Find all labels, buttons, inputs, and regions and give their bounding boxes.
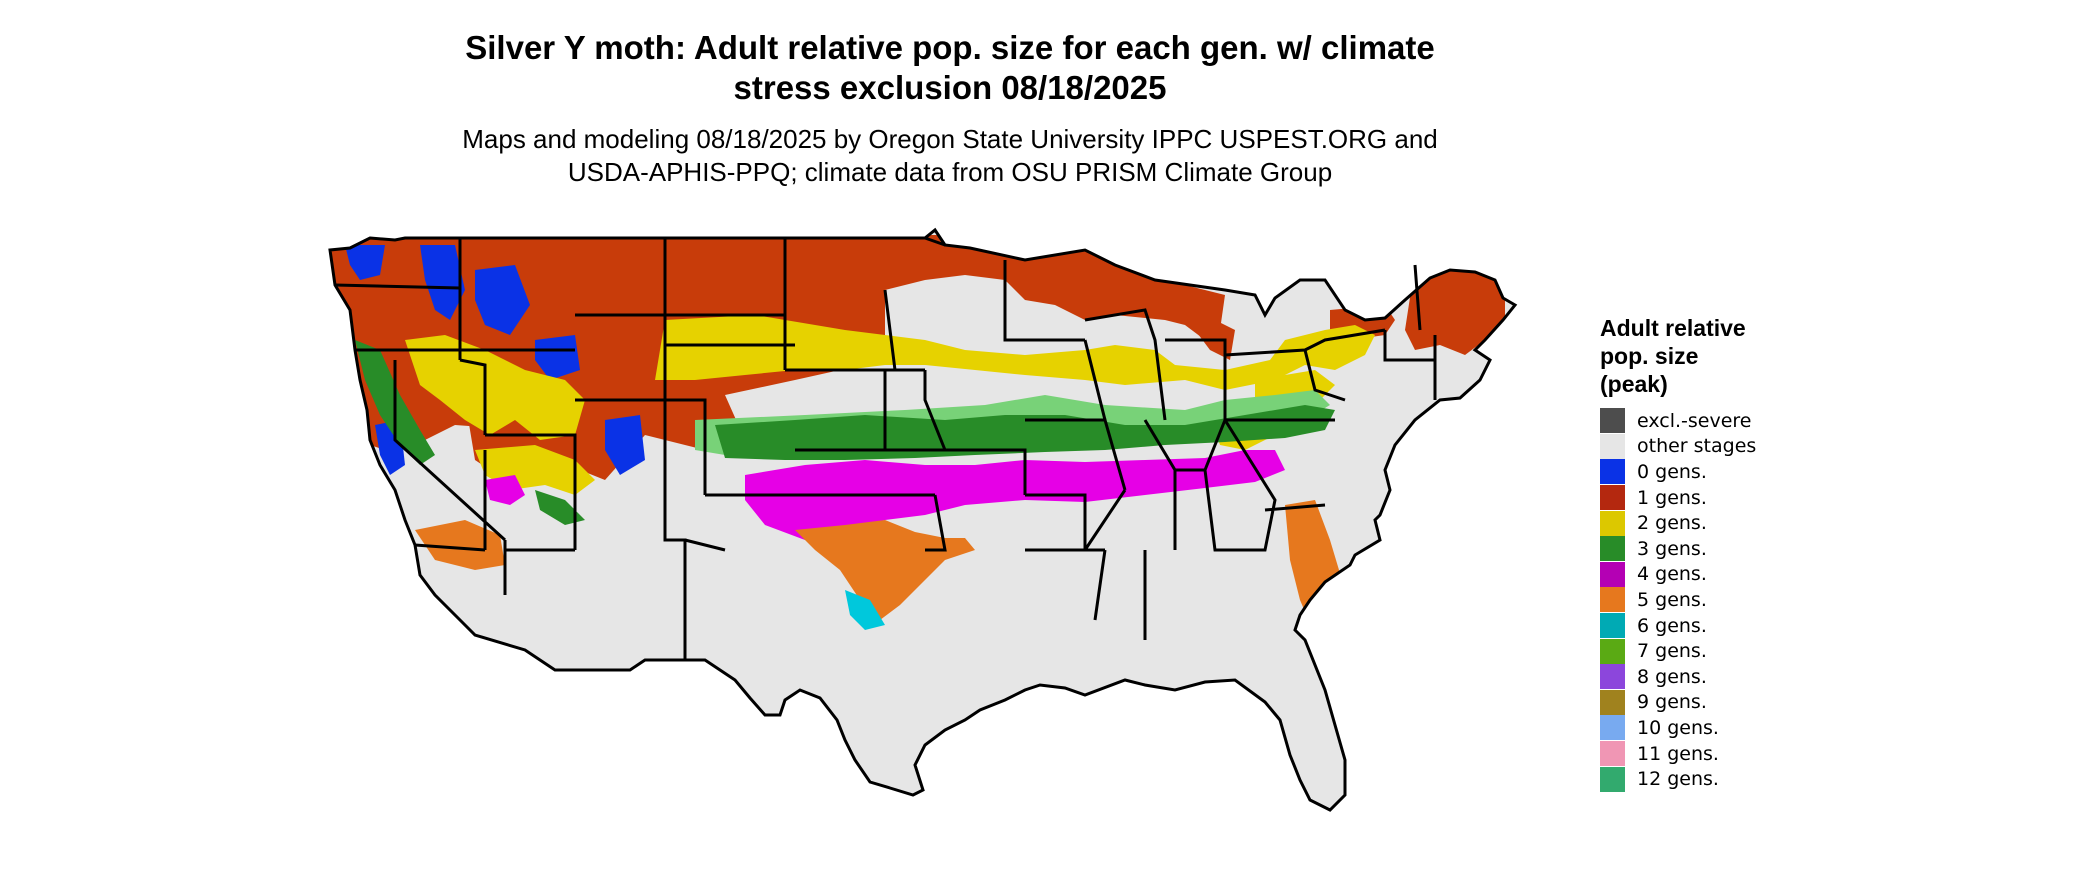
legend-label: 5 gens. [1637, 588, 1707, 611]
legend-item: 0 gens. [1600, 459, 1756, 485]
region-gen0-idaho [420, 245, 465, 320]
map-subtitle-line2: USDA-APHIS-PPQ; climate data from OSU PR… [567, 157, 1333, 187]
legend-label: 1 gens. [1637, 486, 1707, 509]
region-gen3-arizona-edge [535, 490, 585, 525]
legend-label: 3 gens. [1637, 537, 1707, 560]
legend-label: 9 gens. [1637, 691, 1707, 714]
legend-item: excl.-severe [1600, 408, 1756, 434]
region-gen6-texas-tip [845, 590, 885, 630]
region-gen4-southern-band [745, 450, 1285, 540]
legend-item: 5 gens. [1600, 587, 1756, 613]
legend-label: 6 gens. [1637, 614, 1707, 637]
map-title-line2: stress exclusion 08/18/2025 [733, 69, 1167, 106]
legend-item: 9 gens. [1600, 689, 1756, 716]
region-gen0-idaho-montana [475, 265, 530, 335]
legend-label: 7 gens. [1637, 640, 1707, 663]
region-gen3-band [715, 405, 1335, 460]
legend-title-line1: Adult relative [1600, 315, 1746, 341]
legend-label: excl.-severe [1637, 409, 1752, 432]
legend-item: 12 gens. [1600, 766, 1756, 792]
legend-item: other stages [1600, 433, 1757, 460]
region-gen1-northeast [1405, 265, 1505, 355]
map-subtitle-line1: Maps and modeling 08/18/2025 by Oregon S… [462, 124, 1438, 154]
legend-swatch [1600, 741, 1625, 767]
map-fill [330, 230, 1515, 810]
legend-swatch [1600, 459, 1625, 485]
legend: Adult relative pop. size (peak) excl.-se… [1600, 314, 1756, 792]
legend-item: 4 gens. [1600, 561, 1756, 588]
region-gen0-cascades [345, 245, 385, 280]
legend-label: 11 gens. [1637, 742, 1719, 765]
legend-swatch [1600, 536, 1625, 562]
us-outline [328, 227, 1518, 812]
legend-item: 1 gens. [1600, 485, 1756, 511]
legend-swatch [1600, 715, 1625, 741]
legend-swatch [1600, 510, 1625, 536]
legend-item: 2 gens. [1600, 510, 1756, 536]
legend-swatch [1600, 433, 1625, 459]
legend-swatch [1600, 689, 1625, 715]
legend-items: excl.-severe other stages 0 gens. 1 gens. 2 … [1600, 408, 1756, 792]
legend-label: 0 gens. [1637, 460, 1707, 483]
legend-label: 12 gens. [1637, 768, 1719, 791]
region-gen0-colorado [605, 415, 645, 475]
legend-label: 4 gens. [1637, 563, 1707, 586]
region-gen0-wyoming [535, 335, 580, 380]
map-title-line1: Silver Y moth: Adult relative pop. size … [465, 29, 1435, 66]
state-lines-east [1003, 260, 1437, 640]
region-gen5-texas-gulf [795, 520, 975, 620]
region-gen2-west [405, 335, 585, 440]
legend-swatch [1600, 766, 1625, 792]
legend-item: 6 gens. [1600, 613, 1756, 639]
map-subtitle: Maps and modeling 08/18/2025 by Oregon S… [0, 123, 1900, 189]
region-gen4-nevada-arizona [485, 475, 525, 505]
legend-swatch [1600, 613, 1625, 639]
legend-item: 3 gens. [1600, 536, 1756, 562]
legend-item: 7 gens. [1600, 638, 1756, 664]
legend-swatch [1600, 664, 1625, 690]
legend-swatch [1600, 638, 1625, 664]
legend-label: 8 gens. [1637, 665, 1707, 688]
state-borders [328, 227, 1518, 812]
region-gen2-great-plains [655, 315, 1375, 390]
legend-swatch [1600, 587, 1625, 613]
legend-label: 10 gens. [1637, 716, 1719, 739]
region-gen6-florida-tip [1310, 615, 1345, 650]
legend-label: other stages [1637, 435, 1757, 458]
legend-title: Adult relative pop. size (peak) [1600, 314, 1756, 398]
legend-item: 8 gens. [1600, 664, 1756, 690]
legend-label: 2 gens. [1637, 512, 1707, 535]
legend-swatch [1600, 561, 1625, 587]
legend-swatch [1600, 408, 1625, 434]
legend-item: 10 gens. [1600, 715, 1756, 741]
map-title: Silver Y moth: Adult relative pop. size … [0, 28, 1900, 108]
legend-swatch [1600, 485, 1625, 511]
region-gen5-arizona [415, 520, 505, 570]
region-gen1-north-central [885, 235, 1225, 340]
us-map [328, 227, 1518, 812]
legend-title-line2: pop. size [1600, 343, 1699, 369]
legend-title-line3: (peak) [1600, 371, 1668, 397]
legend-item: 11 gens. [1600, 741, 1756, 767]
